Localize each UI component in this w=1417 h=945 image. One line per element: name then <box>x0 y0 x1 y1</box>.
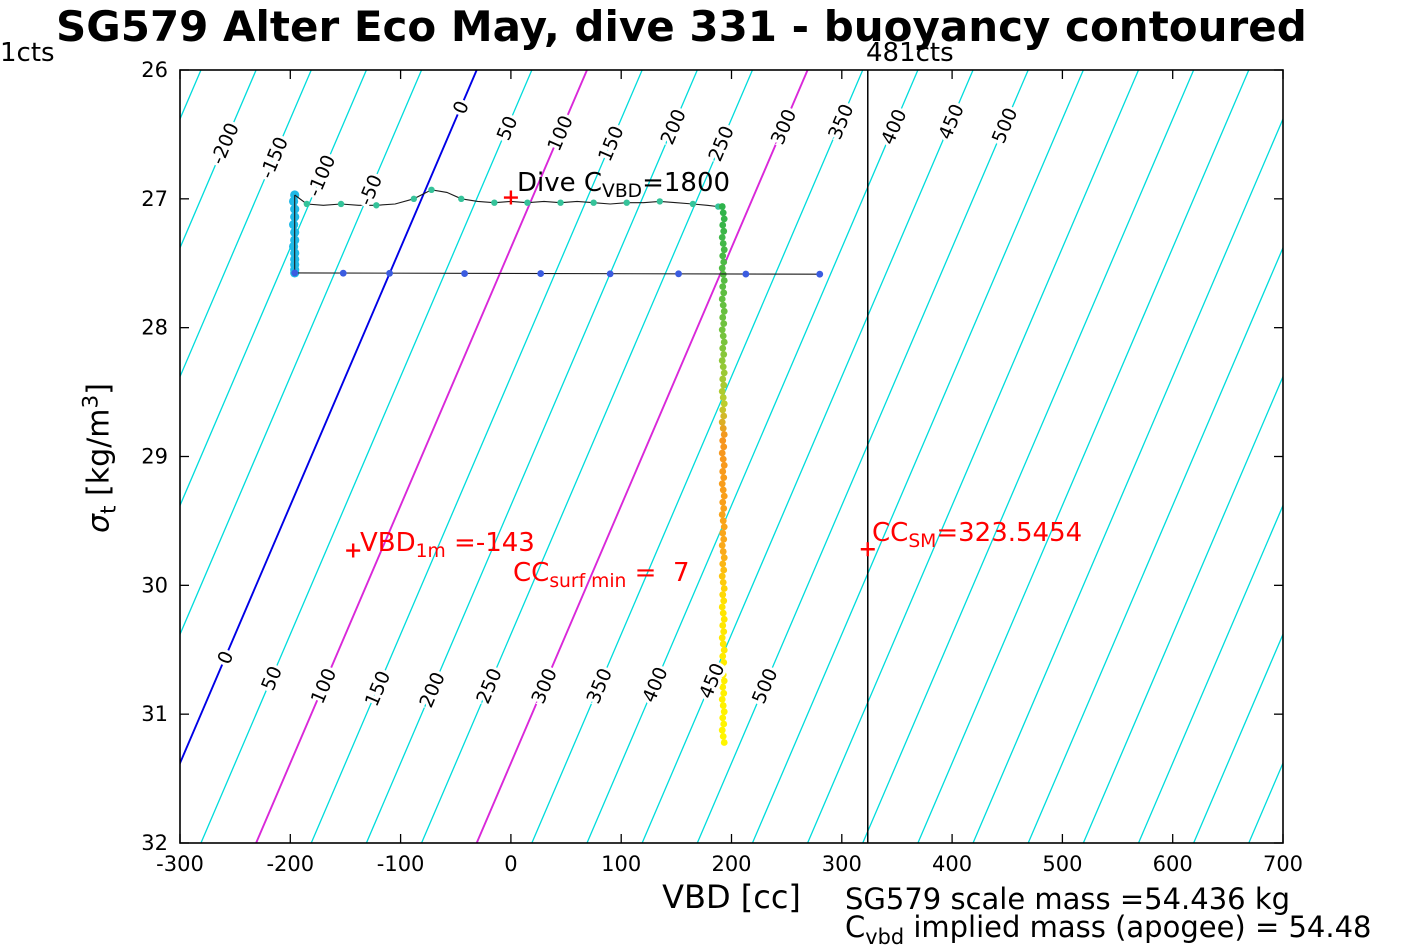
contour-line-400 <box>586 70 919 843</box>
contour-label: 500 <box>988 105 1022 147</box>
contour-label: -50 <box>355 171 387 208</box>
contour-line-350 <box>531 70 864 843</box>
cc-surf-min-annotation: CCsurf min = 7 <box>513 558 690 593</box>
y-tick-label: 26 <box>141 58 168 82</box>
contour-label: 50 <box>493 113 523 144</box>
contour-line-150 <box>310 70 643 843</box>
contour-line-250 <box>420 70 754 843</box>
contour-label: 350 <box>583 665 617 707</box>
y-tick-label: 28 <box>141 316 168 340</box>
x-tick-label: -200 <box>266 852 314 876</box>
contour-label: 250 <box>704 123 738 165</box>
contour-label: 500 <box>748 665 782 707</box>
contour-line-100 <box>255 70 588 843</box>
contour-line--200 <box>180 70 257 250</box>
contour-label: 300 <box>767 106 801 148</box>
left-counts-label: 1cts <box>0 38 55 68</box>
y-tick-label: 30 <box>141 573 168 597</box>
contour-line--100 <box>180 70 368 508</box>
contour-label: 450 <box>934 101 968 143</box>
y-tick-label: 32 <box>141 831 168 855</box>
contour-line-700 <box>917 70 1250 843</box>
contour-line-850 <box>1082 374 1283 843</box>
contour-line-200 <box>365 70 698 843</box>
dive-cvbd-annotation: Dive CVBD=1800 <box>517 168 731 203</box>
x-tick-label: -100 <box>377 852 425 876</box>
contour-line-950 <box>1193 632 1283 843</box>
contour-label: -200 <box>207 120 244 168</box>
y-label-subscript: t <box>96 505 122 514</box>
y-tick-label: 27 <box>141 187 168 211</box>
contour-line-600 <box>807 70 1140 843</box>
x-tick-label: 400 <box>932 852 972 876</box>
contour-label: 200 <box>415 669 449 711</box>
y-tick-label: 29 <box>141 445 168 469</box>
contour-line-500 <box>696 70 1029 843</box>
contour-label: 100 <box>307 665 341 707</box>
contour-label: -100 <box>303 152 340 200</box>
axes: -300 -200 -100 0 100 200 300 400 500 600 700262728… <box>141 58 1303 876</box>
contour-line--50 <box>180 70 423 636</box>
contour-label: -150 <box>256 134 293 182</box>
y-axis-label: σt [kg/m3] <box>78 383 122 533</box>
contour-line-450 <box>641 70 974 843</box>
contour-line-550 <box>751 70 1084 843</box>
contour-label: 150 <box>361 668 395 710</box>
plus-marker <box>503 190 518 205</box>
plot-area <box>180 70 1283 843</box>
x-tick-label: 700 <box>1263 852 1303 876</box>
contour-label: 150 <box>594 123 628 165</box>
vbd-1m-annotation: VBD1m =-143 <box>360 528 535 563</box>
contour-line-300 <box>475 70 809 843</box>
contour-line-650 <box>862 70 1195 843</box>
x-tick-label: 100 <box>601 852 641 876</box>
contour-label: 100 <box>543 112 577 154</box>
contour-line-750 <box>972 117 1283 843</box>
x-tick-label: 200 <box>711 852 751 876</box>
y-tick-label: 31 <box>141 702 168 726</box>
contour-line--150 <box>180 70 312 379</box>
x-tick-label: -300 <box>156 852 204 876</box>
contour-label: 300 <box>527 665 561 707</box>
x-axis-label: VBD [cc] <box>662 878 801 916</box>
contour-label: 250 <box>472 665 506 707</box>
x-tick-label: 300 <box>822 852 862 876</box>
sigma-symbol: σ <box>81 513 117 533</box>
scale-mass-text: SG579 scale mass =54.436 kg <box>845 882 1291 916</box>
right-counts-label: 481cts <box>866 38 954 68</box>
series-apogee-vertical-profile <box>718 203 728 746</box>
contour-line-50 <box>200 70 533 843</box>
plus-marker <box>860 542 875 557</box>
contour-label: 50 <box>257 663 287 694</box>
x-tick-label: 600 <box>1153 852 1193 876</box>
series-dive-top-leg <box>294 186 723 210</box>
implied-mass-text: Cvbd implied mass (apogee) = 54.48 <box>845 910 1372 945</box>
contour-label: 0 <box>213 648 238 668</box>
contour-label: 350 <box>824 101 858 143</box>
figure-title: SG579 Alter Eco May, dive 331 - buoyancy… <box>56 2 1307 51</box>
x-tick-label: 500 <box>1042 852 1082 876</box>
y-label-superscript: 3 <box>78 394 104 409</box>
contour-line-800 <box>1027 246 1283 843</box>
contour-line-0 <box>180 70 478 766</box>
contour-label: 200 <box>656 106 690 148</box>
contour-label: 400 <box>877 106 911 148</box>
cc-sm-annotation: CCSM=323.5454 <box>872 518 1083 553</box>
x-tick-label: 0 <box>504 852 517 876</box>
contour-label: 400 <box>638 664 672 706</box>
series-climb-bottom-leg <box>291 269 824 278</box>
plus-marker <box>346 543 361 558</box>
contour-label: 0 <box>449 98 474 118</box>
contour-line-900 <box>1137 503 1283 843</box>
